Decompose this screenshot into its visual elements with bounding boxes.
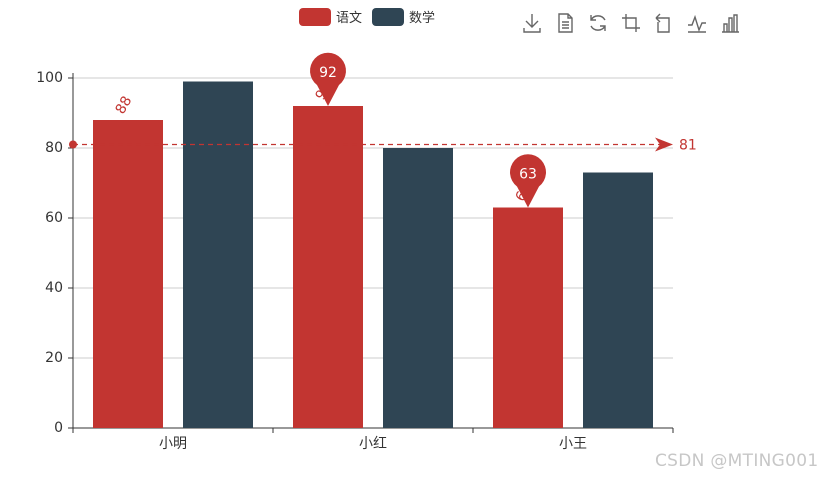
data-view-icon[interactable] [553,11,576,34]
mark-point-pin [309,52,346,106]
y-tick-label: 20 [45,350,63,366]
legend-swatch-chinese [299,7,331,26]
legend-label-math: 数学 [409,11,436,26]
x-tick-label: 小红 [359,436,387,452]
x-tick-label: 小明 [159,436,187,452]
legend-item-math[interactable]: 数学 [372,7,435,26]
watermark: CSDN @MTING001 [655,451,819,471]
bar [93,120,163,428]
x-tick-label: 小王 [559,436,587,452]
mark-line-arrow [655,137,673,152]
toolbox [520,11,741,34]
mark-line-label: 81 [679,138,697,154]
zoom-reset-icon[interactable] [652,11,675,34]
y-tick-label: 80 [45,140,63,156]
legend: 语文 数学 [299,7,435,26]
y-tick-label: 60 [45,210,63,226]
download-icon[interactable] [520,11,543,34]
bar [183,81,253,428]
mark-line-start-symbol [69,140,77,149]
legend-item-chinese[interactable]: 语文 [299,7,362,26]
bar-chart-icon[interactable] [718,11,741,34]
bar [583,172,653,428]
mark-point-pin [510,154,546,208]
y-tick-label: 40 [45,280,63,296]
line-chart-icon[interactable] [685,11,708,34]
legend-label-chinese: 语文 [336,11,363,26]
bar-data-label: 88 [113,94,136,117]
y-tick-label: 100 [36,70,63,86]
refresh-icon[interactable] [586,11,609,34]
bar [293,106,363,428]
bar [493,207,563,428]
y-tick-label: 0 [54,420,63,436]
mark-point-label: 63 [519,167,537,183]
legend-swatch-math [372,7,405,26]
bar [383,148,453,428]
mark-point-label: 92 [319,65,337,81]
zoom-area-icon[interactable] [619,11,642,34]
